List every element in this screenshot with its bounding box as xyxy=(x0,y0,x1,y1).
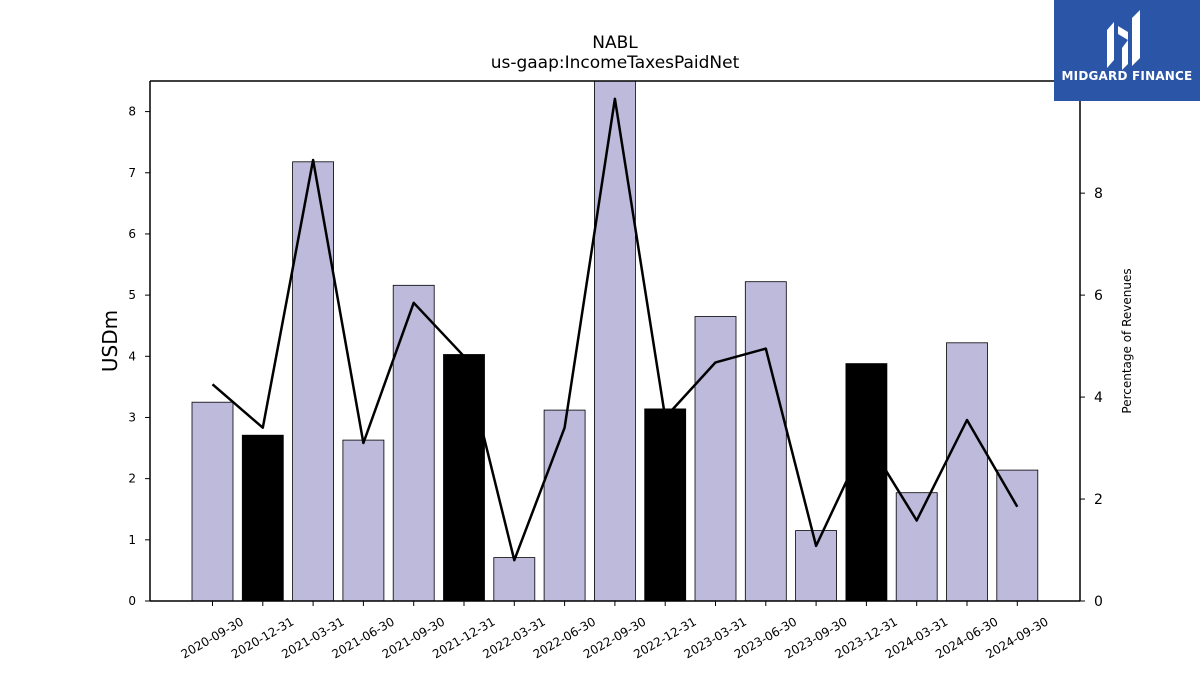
bars-layer xyxy=(191,80,1039,602)
y2-axis-label: Percentage of Revenues xyxy=(1120,268,1134,413)
bar-2021-12-31 xyxy=(443,354,485,602)
y-tick-label-7: 7 xyxy=(128,166,136,180)
y-tick-label-1: 1 xyxy=(128,533,136,547)
bar-2022-03-31 xyxy=(493,557,536,602)
bar-2023-12-31 xyxy=(845,363,888,602)
bar-2022-12-31 xyxy=(644,408,687,602)
logo-text: MIDGARD FINANCE xyxy=(1061,69,1193,83)
bar-2021-09-30 xyxy=(392,284,435,602)
bar-2024-03-31 xyxy=(895,492,938,602)
y2-tick-label-2: 2 xyxy=(1094,492,1103,508)
y-tick-label-2: 2 xyxy=(128,472,136,486)
y-tick-label-6: 6 xyxy=(128,227,136,241)
midgard-logo-icon xyxy=(1107,10,1140,70)
y-tick-label-8: 8 xyxy=(128,105,136,119)
y-tick-label-4: 4 xyxy=(128,349,136,363)
y-tick-label-5: 5 xyxy=(128,288,136,302)
bar-2024-06-30 xyxy=(946,342,988,602)
y-axis-label: USDm xyxy=(98,310,122,372)
y-tick-label-3: 3 xyxy=(128,410,136,424)
bar-2022-09-30 xyxy=(594,80,636,602)
y2-tick-label-0: 0 xyxy=(1094,594,1103,610)
bar-2021-06-30 xyxy=(342,439,385,602)
line-layer xyxy=(211,97,1019,562)
chart-subtitle: us-gaap:IncomeTaxesPaidNet xyxy=(491,53,740,73)
bar-2024-09-30 xyxy=(996,469,1039,602)
chart-title: NABL xyxy=(592,33,638,53)
y2-tick-label-8: 8 xyxy=(1094,186,1103,202)
bar-2021-03-31 xyxy=(292,161,335,602)
y-tick-label-0: 0 xyxy=(128,594,136,608)
y2-tick-label-4: 4 xyxy=(1094,390,1103,406)
bar-2020-12-31 xyxy=(241,434,284,602)
bar-2020-09-30 xyxy=(191,401,234,602)
bar-2022-06-30 xyxy=(543,409,586,602)
midgard-logo: MIDGARD FINANCE xyxy=(1054,0,1200,101)
y2-tick-label-6: 6 xyxy=(1094,288,1103,304)
bar-2023-06-30 xyxy=(744,281,787,602)
